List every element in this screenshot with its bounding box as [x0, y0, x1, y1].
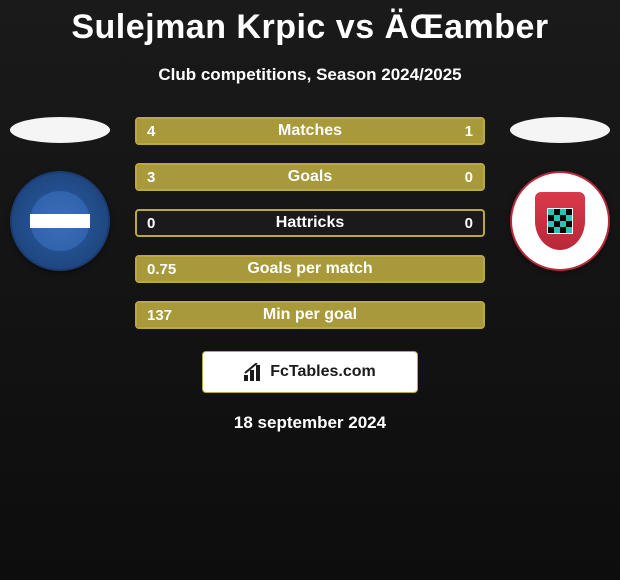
stat-bars: 4 Matches 1 3 Goals 0 0 Hattricks 0 0.75 Goals per…	[135, 117, 485, 329]
page-title: Sulejman Krpic vs ÄŒamber	[0, 0, 620, 47]
team-right-ellipse	[510, 117, 610, 143]
footer-badge[interactable]: FcTables.com	[202, 351, 418, 393]
bar-fill-left	[137, 119, 414, 143]
team-left-block	[0, 117, 120, 271]
stat-value-left: 4	[147, 123, 155, 140]
stat-value-left: 0	[147, 215, 155, 232]
stat-bar: 0 Hattricks 0	[135, 209, 485, 237]
stat-bar: 0.75 Goals per match	[135, 255, 485, 283]
team-right-badge	[510, 171, 610, 271]
team-left-ellipse	[10, 117, 110, 143]
team-left-badge	[10, 171, 110, 271]
stat-value-right: 0	[465, 215, 473, 232]
stat-value-left: 3	[147, 169, 155, 186]
stat-value-left: 0.75	[147, 261, 176, 278]
stat-value-right: 1	[465, 123, 473, 140]
stat-label: Matches	[278, 122, 342, 140]
stat-label: Goals	[288, 168, 332, 186]
stat-label: Hattricks	[276, 214, 344, 232]
chart-icon	[244, 363, 264, 381]
footer-label: FcTables.com	[270, 363, 376, 381]
team-right-block	[500, 117, 620, 271]
stat-value-right: 0	[465, 169, 473, 186]
subtitle: Club competitions, Season 2024/2025	[0, 65, 620, 85]
stat-label: Goals per match	[247, 260, 372, 278]
stat-value-left: 137	[147, 307, 172, 324]
stat-bar: 137 Min per goal	[135, 301, 485, 329]
stat-bar: 4 Matches 1	[135, 117, 485, 145]
stat-label: Min per goal	[263, 306, 357, 324]
stat-bar: 3 Goals 0	[135, 163, 485, 191]
comparison-content: 4 Matches 1 3 Goals 0 0 Hattricks 0 0.75 Goals per…	[0, 117, 620, 329]
date: 18 september 2024	[0, 413, 620, 433]
